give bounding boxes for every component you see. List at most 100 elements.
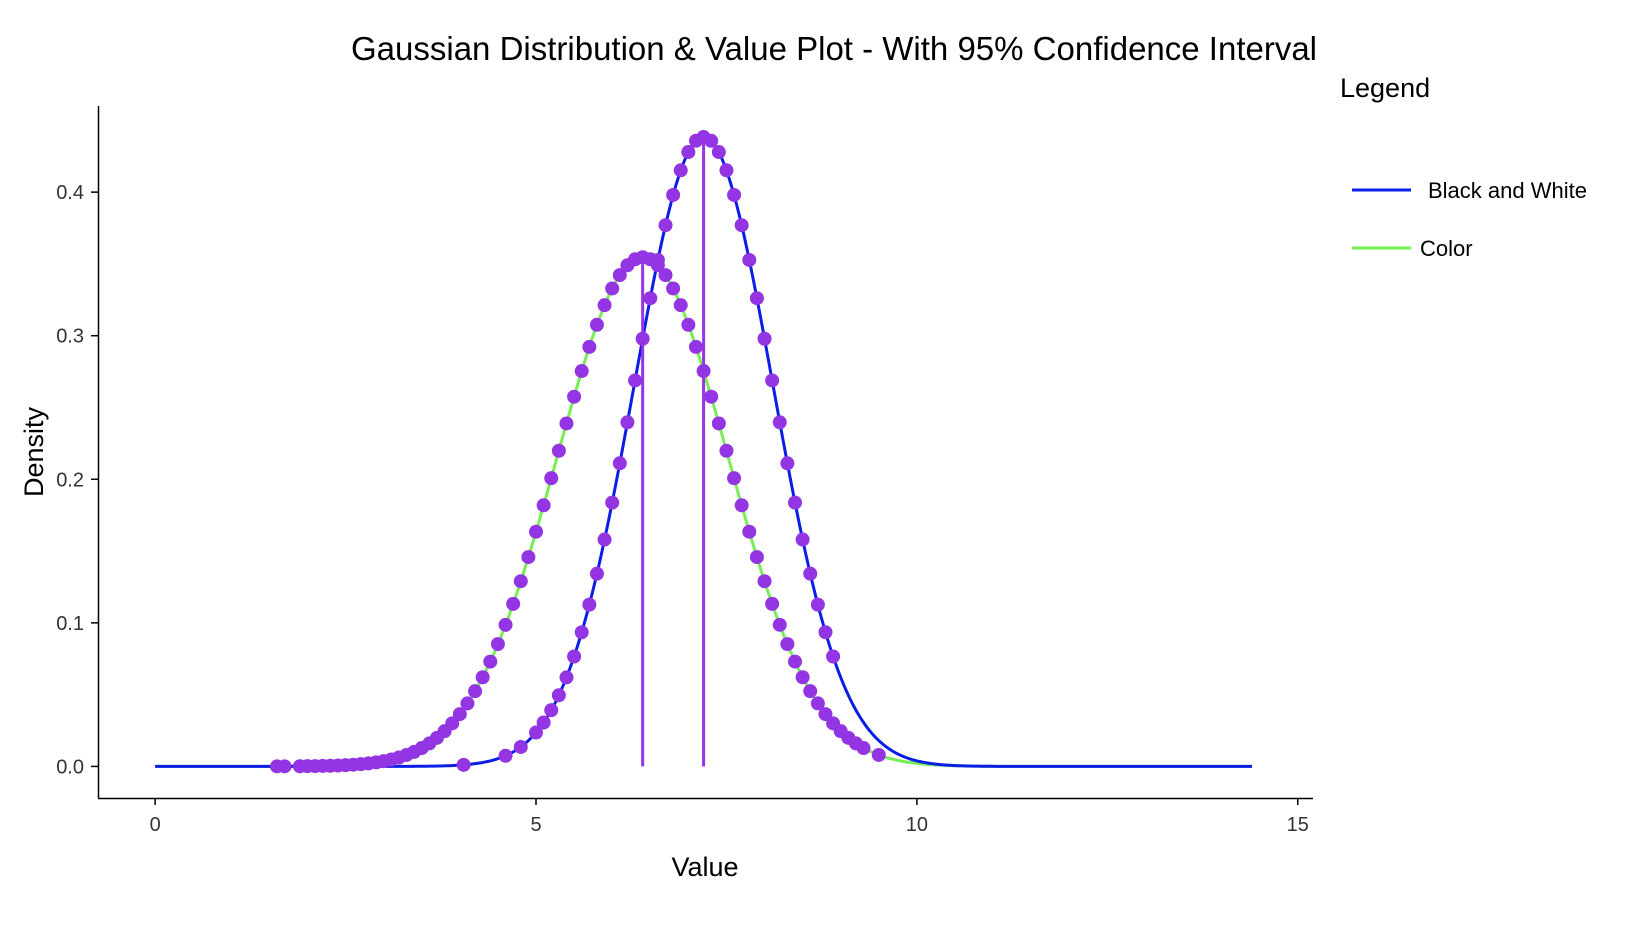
data-point-black-and-white xyxy=(628,373,643,388)
data-point-color xyxy=(673,298,688,313)
data-point-color xyxy=(704,389,719,404)
data-point-black-and-white xyxy=(780,456,795,471)
data-point-color xyxy=(658,268,673,283)
data-point-color xyxy=(468,684,483,699)
x-axis-title: Value xyxy=(671,852,738,882)
data-point-black-and-white xyxy=(681,145,696,160)
y-tick-label: 0.3 xyxy=(56,326,84,348)
data-point-color xyxy=(605,281,620,296)
data-point-color xyxy=(513,574,528,589)
plot-area xyxy=(155,130,1253,774)
data-point-color xyxy=(551,443,566,458)
legend-title: Legend xyxy=(1340,73,1430,103)
data-point-black-and-white xyxy=(742,252,757,267)
data-point-black-and-white xyxy=(749,291,764,306)
data-point-color xyxy=(582,339,597,354)
x-ticks: 0 5 10 15 xyxy=(150,798,1309,836)
data-point-color xyxy=(460,696,475,711)
data-point-black-and-white xyxy=(559,670,574,685)
data-point-black-and-white xyxy=(620,415,635,430)
data-point-black-and-white xyxy=(498,748,513,763)
data-point-color xyxy=(681,317,696,332)
data-point-color xyxy=(765,596,780,611)
data-point-color xyxy=(742,524,757,539)
data-point-black-and-white xyxy=(551,688,566,703)
data-point-color xyxy=(871,747,886,762)
data-point-color xyxy=(734,498,749,513)
data-point-color xyxy=(490,637,505,652)
data-point-color xyxy=(483,654,498,669)
data-point-color xyxy=(506,596,521,611)
data-point-color xyxy=(810,696,825,711)
data-point-color xyxy=(650,258,665,273)
data-point-black-and-white xyxy=(582,597,597,612)
data-point-black-and-white xyxy=(605,495,620,510)
data-point-black-and-white xyxy=(772,415,787,430)
x-tick-label: 15 xyxy=(1287,814,1309,836)
data-point-color xyxy=(856,741,871,756)
data-point-color xyxy=(727,471,742,486)
data-point-black-and-white xyxy=(658,218,673,233)
data-point-black-and-white xyxy=(788,495,803,510)
x-tick-label: 5 xyxy=(530,814,541,836)
data-point-color xyxy=(612,268,627,283)
y-tick-label: 0.4 xyxy=(56,182,84,204)
data-point-color xyxy=(536,498,551,513)
y-ticks: 0.0 0.1 0.2 0.3 0.4 xyxy=(56,182,98,778)
data-point-color xyxy=(597,298,612,313)
legend-label-color: Color xyxy=(1420,236,1473,261)
legend: Legend Black and White Color xyxy=(1340,73,1587,261)
data-point-black-and-white xyxy=(536,715,551,730)
data-point-black-and-white xyxy=(734,218,749,233)
data-point-black-and-white xyxy=(757,331,772,346)
data-point-black-and-white xyxy=(529,725,544,740)
data-point-color xyxy=(780,637,795,652)
y-tick-label: 0.0 xyxy=(56,756,84,778)
data-point-color xyxy=(719,443,734,458)
data-point-color xyxy=(559,416,574,431)
data-point-color xyxy=(452,707,467,722)
data-point-black-and-white xyxy=(803,566,818,581)
data-point-color xyxy=(749,550,764,565)
data-point-color xyxy=(529,524,544,539)
data-point-color xyxy=(498,617,513,632)
data-point-black-and-white xyxy=(673,163,688,178)
data-point-color xyxy=(445,716,460,731)
data-point-color xyxy=(666,281,681,296)
legend-label-black-and-white: Black and White xyxy=(1428,178,1587,203)
data-point-black-and-white xyxy=(765,373,780,388)
data-point-black-and-white xyxy=(727,187,742,202)
data-point-black-and-white xyxy=(826,649,841,664)
x-tick-label: 10 xyxy=(906,814,928,836)
data-point-color xyxy=(757,574,772,589)
data-point-black-and-white xyxy=(704,133,719,148)
data-point-black-and-white xyxy=(456,757,471,772)
data-point-color xyxy=(567,389,582,404)
data-point-black-and-white xyxy=(818,625,833,640)
data-point-color xyxy=(818,707,833,722)
data-point-color xyxy=(574,364,589,379)
data-point-color xyxy=(795,670,810,685)
data-point-color xyxy=(688,339,703,354)
y-tick-label: 0.2 xyxy=(56,469,84,491)
data-point-black-and-white xyxy=(513,739,528,754)
data-point-color xyxy=(711,416,726,431)
data-point-black-and-white xyxy=(597,532,612,547)
data-point-black-and-white xyxy=(711,145,726,160)
data-point-black-and-white xyxy=(544,703,559,718)
data-point-black-and-white xyxy=(612,456,627,471)
data-point-color xyxy=(589,317,604,332)
chart-title: Gaussian Distribution & Value Plot - Wit… xyxy=(351,30,1317,67)
data-point-color xyxy=(521,550,536,565)
data-point-black-and-white xyxy=(635,331,650,346)
data-point-black-and-white xyxy=(574,625,589,640)
y-tick-label: 0.1 xyxy=(56,613,84,635)
data-point-color xyxy=(544,471,559,486)
data-point-color xyxy=(696,364,711,379)
data-point-color xyxy=(803,684,818,699)
data-point-color xyxy=(772,617,787,632)
data-point-black-and-white xyxy=(719,163,734,178)
x-tick-label: 0 xyxy=(150,814,161,836)
data-point-black-and-white xyxy=(643,291,658,306)
